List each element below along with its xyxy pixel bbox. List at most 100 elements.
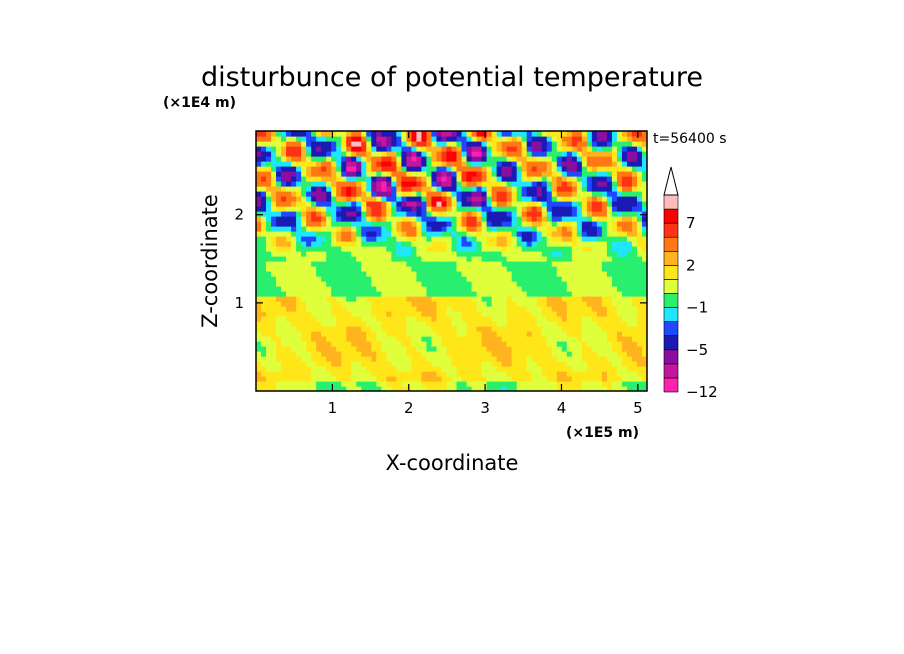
field-cell — [586, 256, 593, 262]
field-cell — [371, 271, 377, 277]
field-cell — [456, 196, 463, 202]
field-cell — [336, 271, 342, 277]
field-cell — [531, 261, 538, 267]
field-cell — [456, 161, 463, 167]
field-cell — [341, 146, 347, 152]
field-cell — [636, 166, 643, 172]
field-cell — [401, 356, 407, 362]
field-cell — [551, 246, 558, 252]
field-cell — [261, 216, 267, 222]
field-cell — [521, 161, 528, 167]
field-cell — [291, 316, 297, 322]
field-cell — [621, 311, 628, 317]
field-cell — [486, 296, 493, 302]
field-cell — [641, 371, 647, 377]
field-cell — [426, 321, 433, 327]
field-cell — [536, 311, 543, 317]
field-cell — [346, 381, 352, 387]
field-cell — [416, 171, 423, 177]
field-cell — [461, 211, 468, 217]
field-cell — [516, 331, 523, 337]
field-cell — [631, 386, 638, 391]
field-cell — [291, 156, 297, 162]
field-cell — [356, 216, 362, 222]
field-cell — [291, 311, 297, 317]
field-cell — [376, 246, 382, 252]
field-cell — [526, 241, 533, 247]
field-cell — [566, 356, 573, 362]
field-cell — [456, 286, 463, 292]
field-cell — [546, 241, 553, 247]
field-cell — [296, 376, 302, 382]
field-cell — [591, 196, 598, 202]
field-cell — [601, 361, 608, 367]
field-cell — [596, 166, 603, 172]
field-cell — [276, 246, 282, 252]
field-cell — [316, 271, 322, 277]
field-cell — [611, 181, 618, 187]
field-cell — [541, 291, 548, 297]
field-cell — [326, 286, 332, 292]
field-cell — [631, 201, 638, 207]
field-cell — [351, 276, 357, 282]
field-cell — [306, 291, 312, 297]
field-cell — [526, 266, 533, 272]
field-cell — [291, 351, 297, 357]
field-cell — [511, 191, 518, 197]
field-cell — [516, 386, 523, 391]
field-cell — [396, 346, 402, 352]
field-cell — [411, 166, 418, 172]
field-cell — [291, 216, 297, 222]
field-cell — [316, 291, 322, 297]
field-cell — [546, 316, 553, 322]
field-cell — [411, 356, 418, 362]
field-cell — [491, 296, 498, 302]
field-cell — [436, 216, 443, 222]
field-cell — [451, 221, 458, 227]
field-cell — [571, 326, 578, 332]
field-cell — [371, 221, 377, 227]
field-cell — [376, 346, 382, 352]
field-cell — [566, 366, 573, 372]
field-cell — [636, 216, 643, 222]
field-cell — [346, 291, 352, 297]
field-cell — [526, 191, 533, 197]
field-cell — [611, 381, 618, 387]
field-cell — [401, 221, 407, 227]
field-cell — [466, 301, 473, 307]
field-cell — [336, 311, 342, 317]
field-cell — [456, 166, 463, 172]
field-cell — [486, 361, 493, 367]
field-cell — [636, 276, 643, 282]
field-cell — [491, 226, 498, 232]
field-cell — [526, 146, 533, 152]
field-cell — [261, 371, 267, 377]
field-cell — [606, 181, 613, 187]
field-cell — [346, 346, 352, 352]
field-cell — [271, 191, 277, 197]
field-cell — [521, 196, 528, 202]
field-cell — [371, 316, 377, 322]
field-cell — [541, 286, 548, 292]
x-tick-label: 5 — [633, 399, 643, 417]
field-cell — [346, 161, 352, 167]
field-cell — [291, 151, 297, 157]
field-cell — [396, 231, 402, 237]
field-cell — [611, 221, 618, 227]
field-cell — [366, 366, 372, 372]
field-cell — [446, 316, 453, 322]
field-cell — [456, 231, 463, 237]
field-cell — [371, 326, 377, 332]
field-cell — [536, 261, 543, 267]
field-cell — [506, 261, 513, 267]
field-cell — [271, 291, 277, 297]
field-cell — [536, 176, 543, 182]
field-cell — [521, 231, 528, 237]
field-cell — [301, 381, 307, 387]
field-cell — [411, 321, 418, 327]
field-cell — [636, 136, 643, 142]
field-cell — [401, 171, 407, 177]
field-cell — [421, 171, 428, 177]
field-cell — [556, 156, 563, 162]
field-cell — [371, 161, 377, 167]
